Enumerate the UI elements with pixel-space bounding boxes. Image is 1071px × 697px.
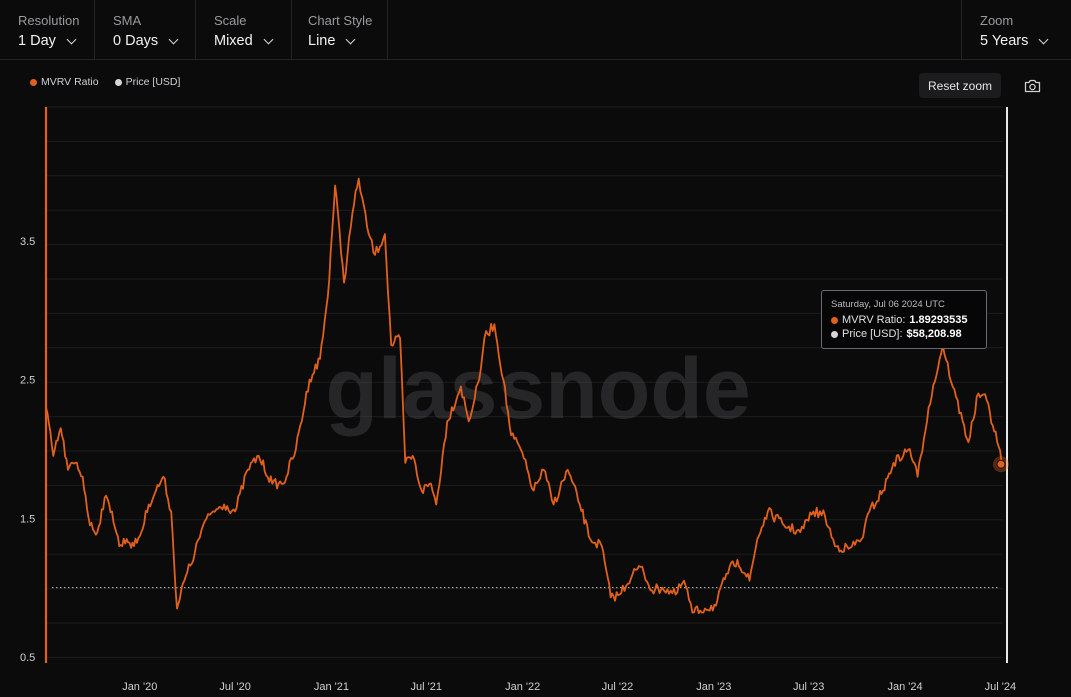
zoom-label: Zoom: [980, 13, 1014, 28]
scale-label: Scale: [214, 13, 247, 28]
sma-label: SMA: [113, 13, 142, 28]
reset-zoom-button[interactable]: Reset zoom: [919, 73, 1001, 98]
resolution-dropdown[interactable]: Resolution 1 Day: [0, 0, 95, 60]
tooltip-date: Saturday, Jul 06 2024 UTC: [831, 299, 945, 310]
tooltip-price-label: Price [USD]:: [842, 328, 903, 340]
chart-toolbar: Resolution 1 Day SMA 0 Days Scale Mixed …: [0, 0, 1071, 60]
chart-style-label: Chart Style: [308, 13, 373, 28]
mvrv-dot-icon: [831, 316, 838, 324]
y-tick-left: 0.5: [20, 652, 35, 664]
chart-style-value[interactable]: Line: [308, 33, 356, 49]
x-tick: Jan '21: [314, 681, 349, 693]
sma-value-text: 0 Days: [113, 33, 159, 49]
x-tick: Jul '20: [219, 681, 250, 693]
resolution-value-text: 1 Day: [18, 33, 56, 49]
sma-value[interactable]: 0 Days: [113, 33, 179, 49]
tooltip-mvrv-value: 1.89293535: [909, 314, 968, 326]
tooltip-mvrv-label: MVRV Ratio:: [842, 314, 906, 326]
scale-value-text: Mixed: [214, 33, 253, 49]
resolution-label: Resolution: [18, 13, 80, 28]
legend-item-mvrv[interactable]: MVRV Ratio: [30, 76, 99, 88]
zoom-value-text: 5 Years: [980, 33, 1029, 49]
price-dot-icon: [831, 330, 838, 338]
zoom-value[interactable]: 5 Years: [980, 33, 1049, 49]
watermark: glassnode: [325, 341, 750, 437]
y-axis-left-ticks: 0.5 1.5 2.5 3.5: [20, 236, 35, 664]
tooltip-price-value: $58,208.98: [906, 328, 962, 340]
camera-icon[interactable]: [1024, 79, 1041, 93]
y-tick-left: 1.5: [20, 513, 35, 525]
hover-markers: [993, 456, 1009, 473]
grid-lines: [46, 106, 1003, 658]
legend-label-price: Price [USD]: [125, 76, 181, 88]
x-tick: Jan '23: [696, 681, 731, 693]
x-tick: Jan '22: [505, 681, 540, 693]
scale-value[interactable]: Mixed: [214, 33, 274, 49]
legend-item-price[interactable]: Price [USD]: [114, 76, 181, 88]
tooltip-row-mvrv: MVRV Ratio: 1.89293535: [831, 313, 977, 327]
mvrv-dot-icon: [30, 78, 37, 86]
x-tick: Jul '24: [985, 681, 1016, 693]
x-axis-ticks: Jan '20 Jul '20 Jan '21 Jul '21 Jan '22 Jul '…: [122, 681, 1016, 693]
x-tick: Jul '21: [411, 681, 442, 693]
price-dot-icon: [114, 78, 122, 86]
x-tick: Jan '20: [122, 681, 157, 693]
chart-legend: MVRV Ratio Price [USD]: [30, 76, 180, 88]
y-tick-left: 3.5: [20, 236, 35, 248]
hover-tooltip: Saturday, Jul 06 2024 UTC MVRV Ratio: 1.…: [821, 290, 987, 349]
mvrv-series: [45, 177, 1004, 615]
x-tick: Jul '23: [793, 681, 824, 693]
x-tick: Jan '24: [887, 681, 922, 693]
mvrv-marker: [996, 459, 1006, 469]
mvrv-line: [45, 177, 1004, 615]
legend-label-mvrv: MVRV Ratio: [41, 76, 99, 88]
x-tick: Jul '22: [602, 681, 633, 693]
chart-style-value-text: Line: [308, 33, 336, 49]
scale-dropdown[interactable]: Scale Mixed: [196, 0, 292, 60]
sma-dropdown[interactable]: SMA 0 Days: [95, 0, 196, 60]
zoom-dropdown[interactable]: Zoom 5 Years: [961, 0, 1071, 60]
y-tick-left: 2.5: [20, 375, 35, 387]
tooltip-row-price: Price [USD]: $58,208.98: [831, 327, 977, 341]
resolution-value[interactable]: 1 Day: [18, 33, 77, 49]
chart-style-dropdown[interactable]: Chart Style Line: [292, 0, 388, 60]
